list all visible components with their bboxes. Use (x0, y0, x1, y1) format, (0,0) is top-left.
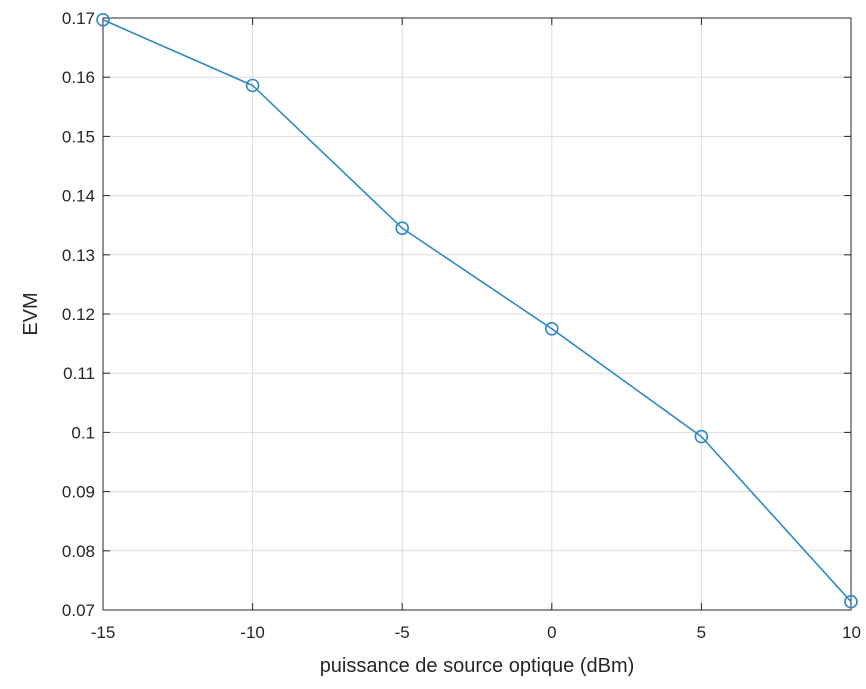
series-group (96, 12, 858, 609)
y-tick-label: 0.1 (71, 423, 95, 442)
data-point-marker (395, 221, 410, 235)
y-tick-label: 0.11 (63, 364, 95, 383)
y-tick-label: 0.08 (62, 542, 95, 561)
data-point-marker (96, 12, 110, 27)
data-point-marker (245, 78, 260, 93)
data-point-marker (544, 321, 559, 336)
data-point-marker (844, 594, 858, 609)
x-tick-label: -10 (240, 623, 265, 642)
y-tick-label: 0.17 (62, 9, 95, 28)
x-tick-label: 0 (547, 623, 556, 642)
y-tick-label: 0.15 (62, 127, 95, 146)
y-tick-labels: 0.07 0.08 0.09 0.1 0.11 0.12 0.13 0.14 0.15 0.16 0… (62, 9, 95, 620)
grid (102, 17, 852, 611)
y-tick-label: 0.12 (62, 305, 95, 324)
x-tick-label: 5 (697, 623, 706, 642)
x-tick-label: 10 (842, 623, 861, 642)
y-tick-label: 0.14 (62, 187, 95, 206)
y-tick-label: 0.16 (62, 68, 95, 87)
data-point-marker (694, 429, 709, 444)
x-tick-label: -15 (91, 623, 116, 642)
tick-marks (102, 17, 852, 611)
series-line (102, 19, 852, 603)
y-tick-label: 0.09 (62, 483, 95, 502)
y-tick-label: 0.13 (62, 246, 95, 265)
x-tick-labels: -15 -10 -5 0 5 10 (91, 623, 861, 642)
y-axis-label: EVM (20, 292, 42, 335)
x-axis-label: puissance de source optique (dBm) (320, 655, 635, 677)
x-tick-label: -5 (395, 623, 410, 642)
y-tick-label: 0.07 (62, 601, 95, 620)
